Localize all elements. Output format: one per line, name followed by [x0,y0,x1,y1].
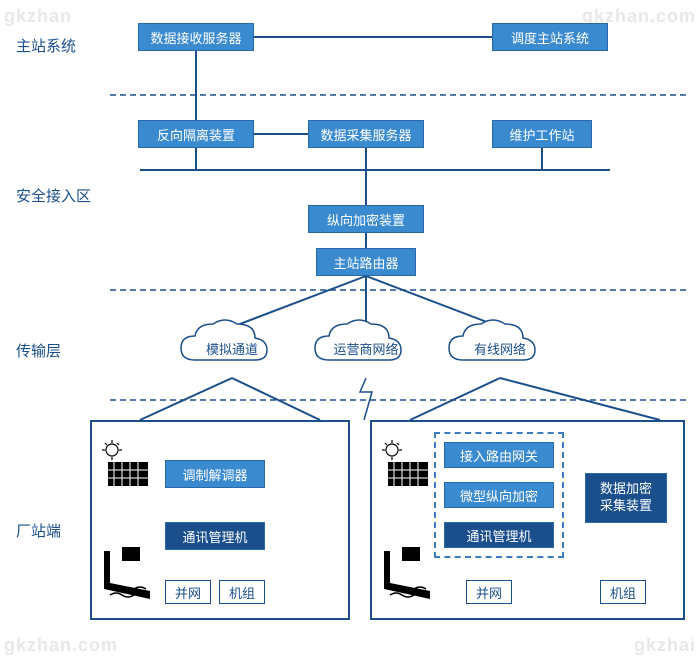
node-data-encrypt-collect: 数据加密 采集装置 [585,473,667,523]
hydro-dam-icon [380,545,435,605]
cloud-carrier: 运营商网络 [326,336,406,360]
cloud-analog: 模拟通道 [192,336,272,360]
node-vertical-encrypt: 纵向加密装置 [308,205,424,233]
section-label-master: 主站系统 [16,35,76,56]
cloud-wired: 有线网络 [460,336,540,360]
section-label-plant: 厂站端 [16,520,61,541]
node-dispatch-master: 调度主站系统 [492,23,608,51]
node-maintain-station: 维护工作站 [492,120,592,148]
watermark-bl: gkzhan.com [4,635,118,656]
hydro-dam-icon [100,545,155,605]
node-comm-mgr-left: 通讯管理机 [165,522,265,550]
node-reverse-isolation: 反向隔离装置 [138,120,254,148]
node-unit-left: 机组 [219,580,265,604]
watermark-tl: gkzhan [4,6,72,27]
node-micro-encrypt: 微型纵向加密 [444,482,554,508]
node-data-recv-server: 数据接收服务器 [138,23,254,51]
solar-panel-icon [100,440,155,495]
node-unit-right: 机组 [600,580,646,604]
node-modem: 调制解调器 [165,460,265,488]
node-grid-right: 并网 [466,580,512,604]
node-comm-mgr-right: 通讯管理机 [444,522,554,548]
section-label-transport: 传输层 [16,340,61,361]
node-master-router: 主站路由器 [316,248,416,276]
node-access-gateway: 接入路由网关 [444,442,554,468]
node-grid-left: 并网 [165,580,211,604]
node-data-collect-server: 数据采集服务器 [308,120,424,148]
solar-panel-icon [380,440,435,495]
watermark-br: gkzhai [634,635,696,656]
section-label-security: 安全接入区 [16,185,91,206]
